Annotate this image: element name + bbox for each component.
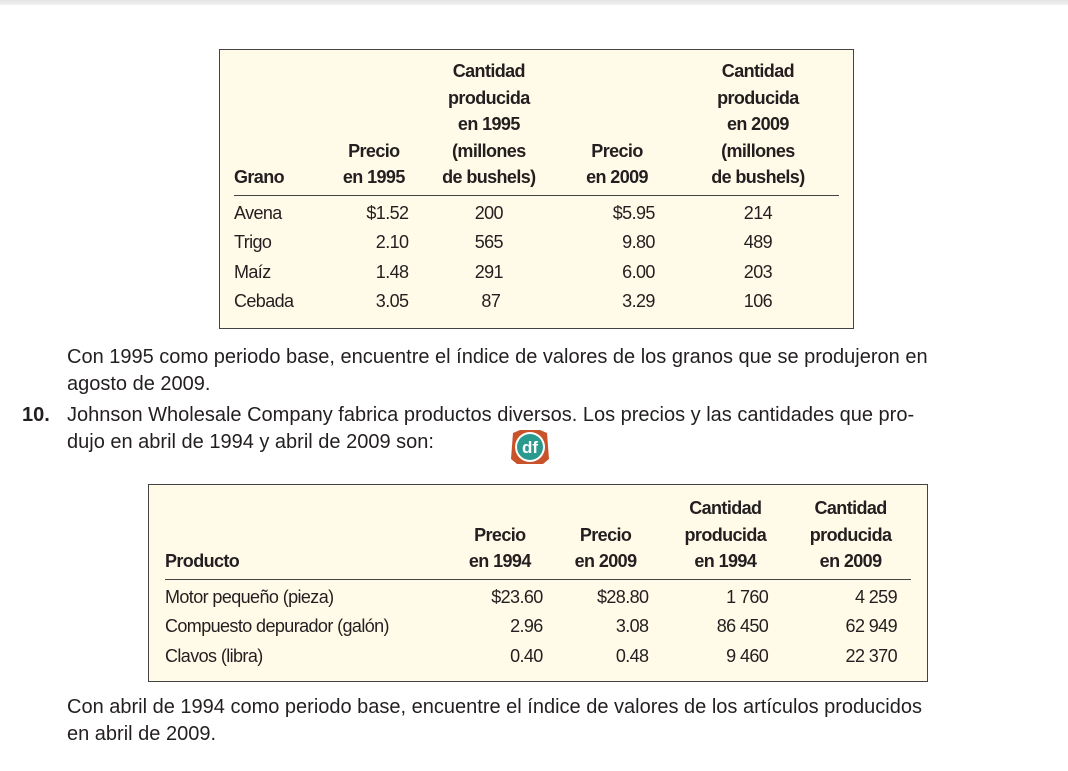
cell-precio-1995: 2.10: [375, 232, 409, 252]
cell-cantidad-1995: 565: [474, 232, 504, 252]
cell-producto: Clavos (libra): [165, 645, 263, 666]
cell-grano: Maíz: [234, 261, 271, 282]
table-row: Maíz 1.48 291 6.00 203: [234, 258, 839, 288]
table-row: Compuesto depurador (galón) 2.96 3.08 86…: [165, 612, 911, 642]
col-header-precio-1995: Precio en 1995: [327, 58, 421, 196]
col-header-cantidad-2009: Cantidad producida en 2009 (millones de bush…: [676, 58, 839, 196]
col-header-producto: Producto: [165, 495, 449, 580]
question-10-text: Johnson Wholesale Company fabrica produc…: [67, 404, 915, 453]
cell-precio-2009: 6.00: [622, 261, 655, 282]
table-row: Avena $1.52 200 $5.95 214: [234, 195, 839, 228]
col-header-precio-2009: Precio en 2009: [557, 58, 677, 196]
cell-precio-2009: 3.08: [615, 616, 649, 636]
cell-cantidad-2009: 489: [743, 232, 773, 252]
cell-precio-1995: 1.48: [375, 261, 409, 282]
cell-grano: Avena: [234, 202, 282, 223]
col-header-precio-1994: Precio en 1994: [448, 495, 551, 580]
col-header-cantidad-1994: Cantidad producida en 1994: [660, 495, 791, 580]
cell-precio-2009: $28.80: [596, 586, 649, 607]
cell-precio-1994: $23.60: [491, 586, 543, 607]
cell-cantidad-2009: 203: [743, 261, 773, 282]
col-header-precio-2009: Precio en 2009: [550, 495, 661, 580]
cell-cantidad-1995: 87: [481, 291, 501, 311]
cell-cantidad-2009: 4 259: [854, 586, 898, 607]
table-row: Cebada 3.05 87 3.29 106: [234, 287, 839, 321]
cell-precio-2009: $5.95: [612, 202, 656, 223]
cell-producto: Compuesto depurador (galón): [165, 616, 390, 636]
table-row: Clavos (libra) 0.40 0.48 9 460 22 370: [165, 642, 911, 676]
top-edge-bar: [0, 0, 1068, 5]
cell-cantidad-1994: 1 760: [726, 586, 769, 607]
cell-cantidad-1995: 291: [474, 261, 504, 282]
table-row: Trigo 2.10 565 9.80 489: [234, 228, 839, 258]
col-header-grano: Grano: [234, 58, 328, 196]
cell-cantidad-1994: 9 460: [726, 645, 769, 666]
cell-cantidad-1995: 200: [474, 202, 504, 223]
cell-precio-1994: 0.40: [510, 645, 543, 666]
cell-cantidad-2009: 214: [743, 202, 773, 223]
cell-cantidad-2009: 22 370: [845, 645, 898, 666]
table-header-row: Grano Precio en 1995 Cantidad producida en …: [234, 58, 839, 196]
cell-grano: Cebada: [234, 291, 294, 311]
cell-precio-2009: 3.29: [622, 291, 655, 311]
question-10-instruction: Con abril de 1994 como periodo base, enc…: [67, 696, 922, 745]
grain-table: Grano Precio en 1995 Cantidad producida en …: [219, 49, 854, 329]
cell-producto: Motor pequeño (pieza): [165, 586, 334, 607]
question-9-text: Con 1995 como periodo base, encuentre el…: [67, 346, 928, 395]
cell-precio-1995: $1.52: [366, 202, 409, 223]
question-10-number: 10.: [22, 404, 50, 426]
svg-text:df: df: [522, 438, 538, 457]
cell-grano: Trigo: [234, 232, 272, 252]
table-row: Motor pequeño (pieza) $23.60 $28.80 1 76…: [165, 579, 911, 612]
cell-cantidad-2009: 62 949: [845, 616, 898, 636]
cell-precio-2009: 0.48: [615, 645, 649, 666]
cell-precio-2009: 9.80: [622, 232, 655, 252]
products-table: Producto Precio en 1994 Precio en 2009 Can…: [148, 484, 928, 682]
cell-precio-1995: 3.05: [375, 291, 409, 311]
table-header-row: Producto Precio en 1994 Precio en 2009 Can…: [165, 495, 911, 580]
col-header-cantidad-1995: Cantidad producida en 1995 (millones de bush…: [420, 58, 558, 196]
cell-cantidad-2009: 106: [743, 291, 773, 311]
df-data-file-icon[interactable]: df: [510, 429, 550, 465]
cell-precio-1994: 2.96: [510, 616, 543, 636]
cell-cantidad-1994: 86 450: [716, 616, 769, 636]
col-header-cantidad-2009: Cantidad producida en 2009: [790, 495, 911, 580]
